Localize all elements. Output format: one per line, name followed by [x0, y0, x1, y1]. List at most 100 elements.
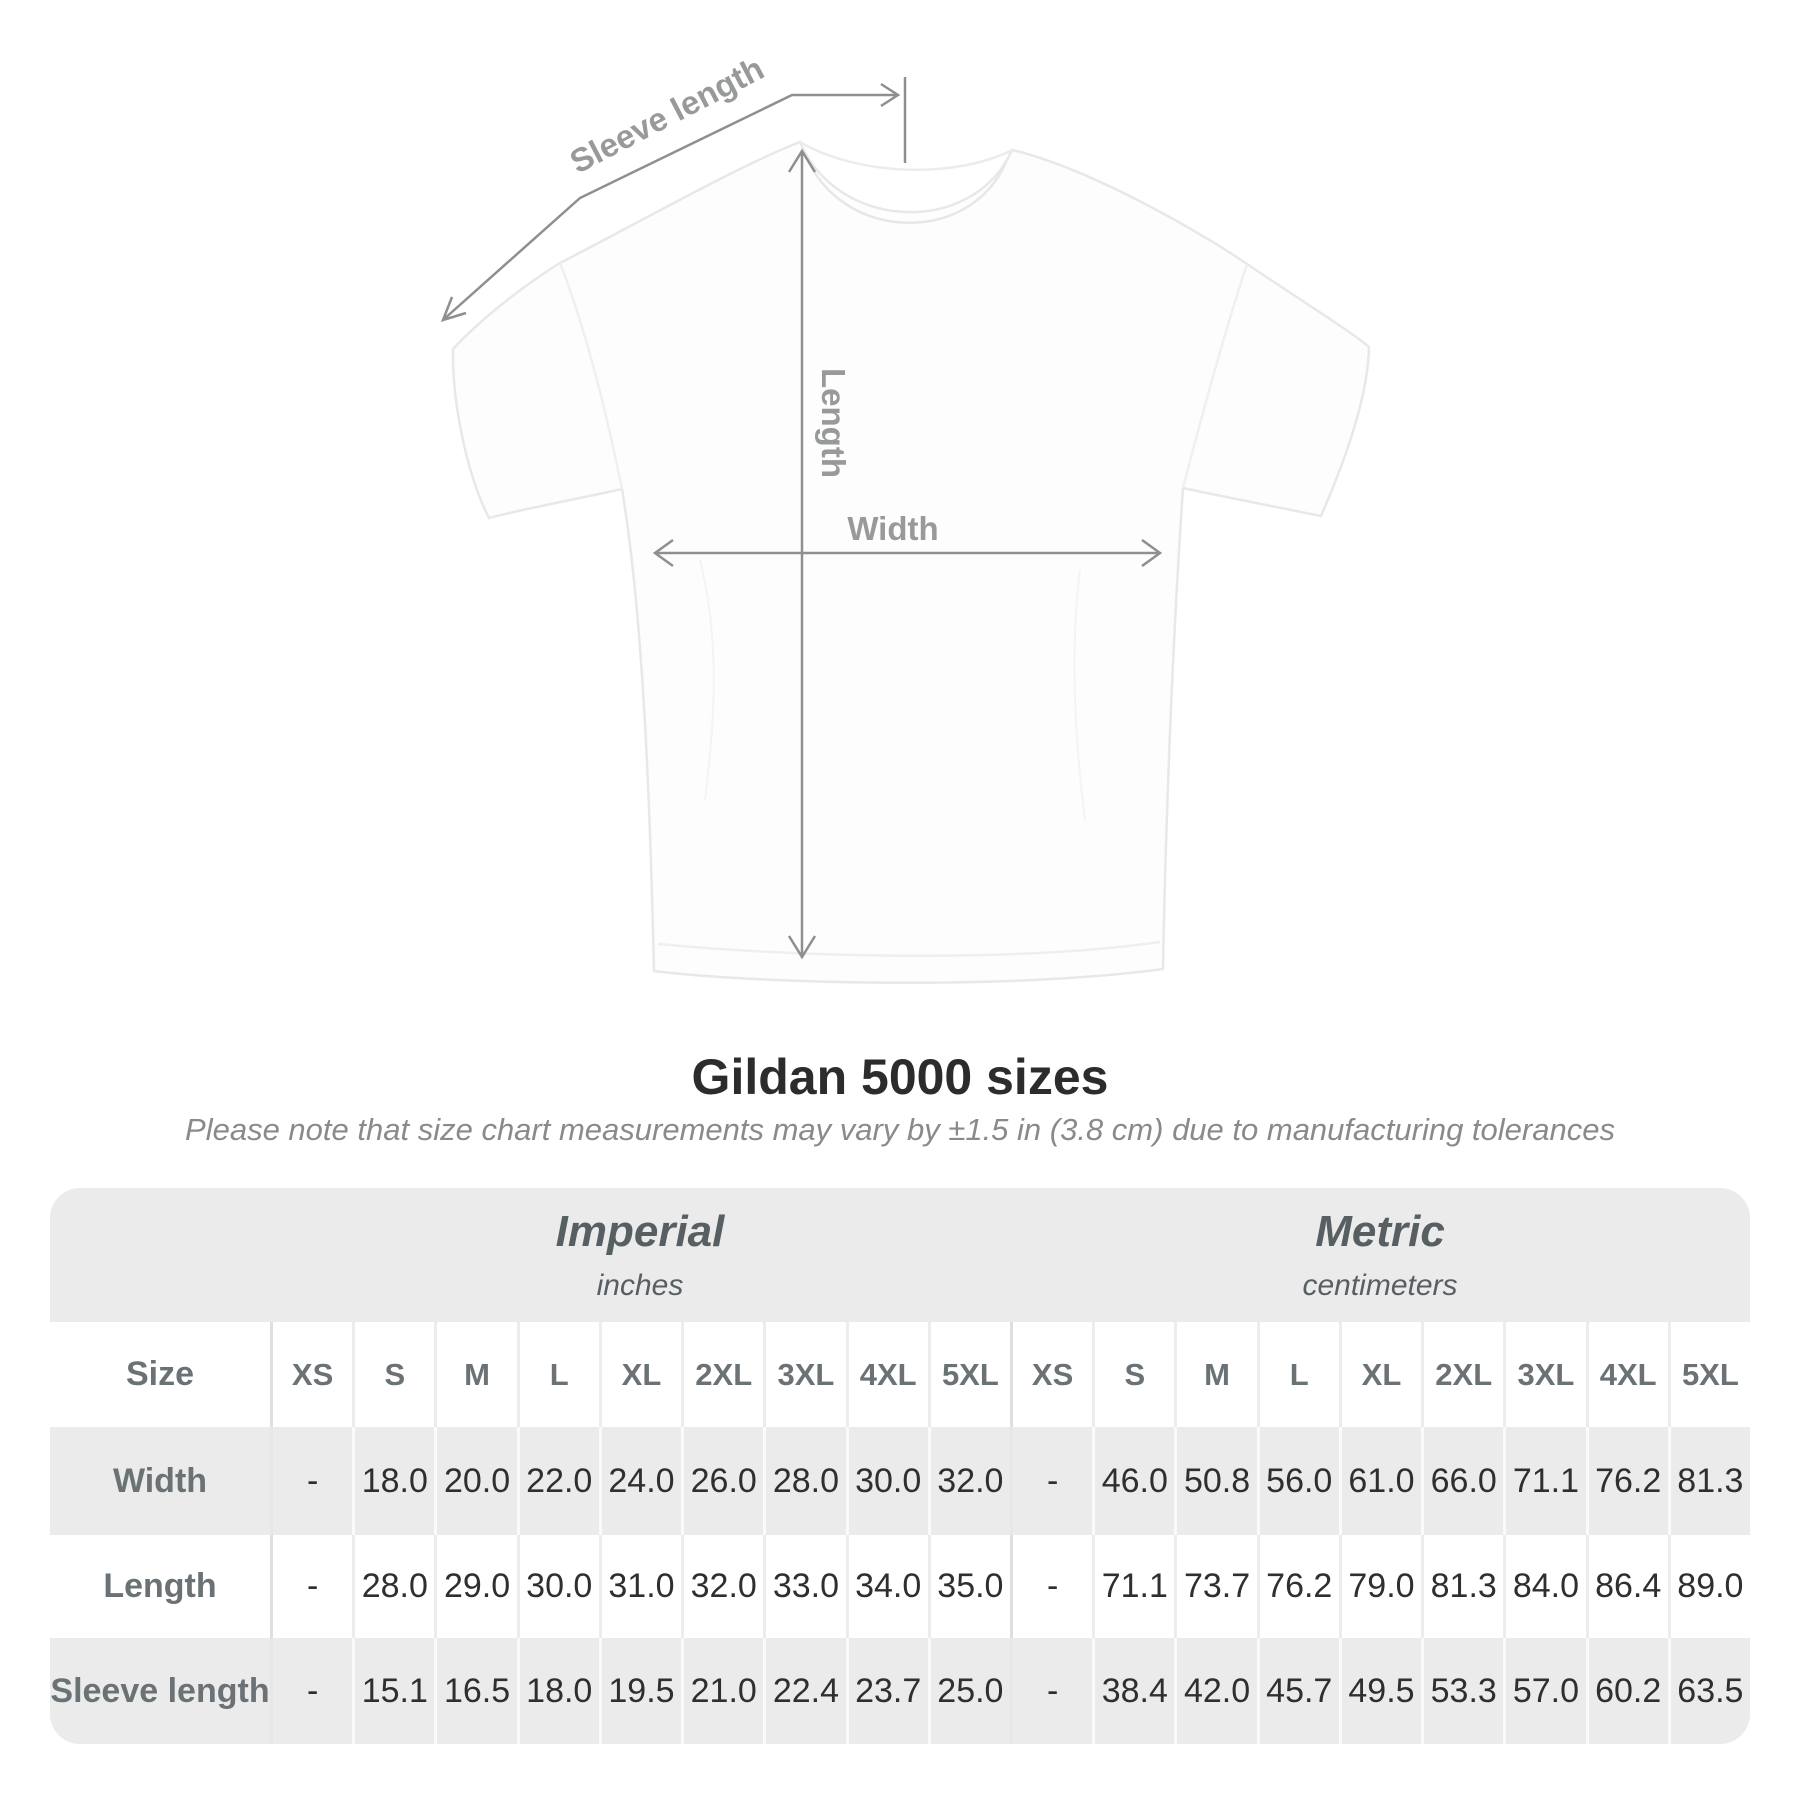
value-cell: 22.0: [516, 1427, 599, 1535]
value-cell: 15.1: [352, 1638, 434, 1744]
value-cell: 81.3: [1421, 1535, 1503, 1638]
value-cell: 45.7: [1256, 1638, 1339, 1744]
value-cell: 63.5: [1667, 1638, 1750, 1744]
collar-back-line: [799, 140, 1013, 172]
value-cell: 35.0: [927, 1535, 1010, 1638]
value-cell: 53.3: [1421, 1638, 1503, 1744]
table-row: Sleeve length -15.1 16.5 18.0 19.5 21.0 22.4 23…: [50, 1638, 1750, 1744]
right-sleeve-seam: [1181, 263, 1249, 489]
value-cell: 18.0: [352, 1427, 434, 1535]
value-cell: 21.0: [681, 1638, 763, 1744]
sleeve-length-arrowhead-icon: [880, 82, 901, 108]
wrinkle-line: [1073, 569, 1086, 821]
size-header-cell: 3XL: [1503, 1322, 1585, 1427]
size-header-cell: L: [1256, 1322, 1339, 1427]
value-cell: 50.8: [1174, 1427, 1256, 1535]
value-cell: 76.2: [1585, 1427, 1668, 1535]
size-header-cell: L: [516, 1322, 599, 1427]
value-cell: -: [270, 1638, 352, 1744]
value-cell: 26.0: [681, 1427, 763, 1535]
value-cell: 32.0: [927, 1427, 1010, 1535]
value-cell: 18.0: [516, 1638, 599, 1744]
value-cell: 28.0: [763, 1427, 845, 1535]
size-table-rows: Size XS S M L XL 2XL 3XL 4XL 5XL XS S M L XL 2XL 3XL 4XL 5…: [50, 1322, 1750, 1744]
size-header-cell: S: [1092, 1322, 1174, 1427]
size-header-cell: 4XL: [1585, 1322, 1668, 1427]
tshirt-measurement-diagram: Sleeve length Length Width: [440, 49, 1371, 985]
value-cell: -: [270, 1427, 352, 1535]
left-sleeve-seam: [558, 262, 624, 490]
tolerance-note: Please note that size chart measurements…: [185, 1112, 1615, 1147]
row-label: Sleeve length: [50, 1671, 270, 1710]
imperial-section-header: Imperial inches: [270, 1188, 1010, 1303]
value-cell: 42.0: [1174, 1638, 1256, 1744]
value-cell: 86.4: [1585, 1535, 1668, 1638]
value-cell: 31.0: [598, 1535, 681, 1638]
value-cell: -: [1009, 1427, 1092, 1535]
value-cell: 73.7: [1174, 1535, 1256, 1638]
row-label: Length: [103, 1567, 217, 1605]
width-label: Width: [847, 510, 938, 547]
value-cell: 57.0: [1503, 1638, 1585, 1744]
value-cell: 32.0: [681, 1535, 763, 1638]
value-cell: 30.0: [845, 1427, 928, 1535]
value-cell: 49.5: [1338, 1638, 1421, 1744]
value-cell: 79.0: [1338, 1535, 1421, 1638]
value-cell: 76.2: [1256, 1535, 1339, 1638]
size-header-cell: 5XL: [927, 1322, 1010, 1427]
size-header-cell: 4XL: [845, 1322, 928, 1427]
size-header-cell: 5XL: [1667, 1322, 1750, 1427]
sleeve-length-label: Sleeve length: [564, 49, 770, 180]
page-title: Gildan 5000 sizes: [691, 1049, 1109, 1105]
value-cell: 19.5: [598, 1638, 681, 1744]
value-cell: 60.2: [1585, 1638, 1668, 1744]
width-arrowhead-left-icon: [652, 538, 674, 568]
value-cell: 24.0: [598, 1427, 681, 1535]
size-header-cell: XS: [1009, 1322, 1092, 1427]
wrinkle-line: [699, 559, 715, 801]
metric-unit-label: centimeters: [1302, 1269, 1458, 1302]
value-cell: 23.7: [845, 1638, 928, 1744]
size-header-cell: S: [352, 1322, 434, 1427]
value-cell: 56.0: [1256, 1427, 1339, 1535]
value-cell: 34.0: [845, 1535, 928, 1638]
length-label: Length: [815, 368, 852, 478]
value-cell: 22.4: [763, 1638, 845, 1744]
length-arrowhead-down-icon: [787, 935, 817, 960]
value-cell: 71.1: [1503, 1427, 1585, 1535]
value-cell: 81.3: [1667, 1427, 1750, 1535]
units-header-band: Imperial inches Metric centimeters: [50, 1188, 1750, 1322]
size-header-cell: 2XL: [681, 1322, 763, 1427]
sleeve-length-arrowhead-icon: [440, 296, 467, 322]
value-cell: 29.0: [434, 1535, 516, 1638]
size-header-cell: XL: [1338, 1322, 1421, 1427]
value-cell: -: [1009, 1638, 1092, 1744]
size-header-cell: XL: [598, 1322, 681, 1427]
value-cell: 30.0: [516, 1535, 599, 1638]
metric-label: Metric: [1315, 1207, 1445, 1256]
size-header-cell: 2XL: [1421, 1322, 1503, 1427]
imperial-label: Imperial: [555, 1207, 725, 1256]
size-table: Imperial inches Metric centimeters Size X…: [50, 1188, 1750, 1744]
size-header-cell: M: [434, 1322, 516, 1427]
value-cell: 16.5: [434, 1638, 516, 1744]
imperial-unit-label: inches: [596, 1269, 684, 1302]
sleeve-length-measure-line: [442, 93, 898, 321]
size-column-header: Size: [125, 1355, 195, 1393]
value-cell: 33.0: [763, 1535, 845, 1638]
value-cell: -: [270, 1535, 352, 1638]
collar-ribbing-line: [804, 155, 1008, 224]
value-cell: 25.0: [927, 1638, 1010, 1744]
size-header-cell: M: [1174, 1322, 1256, 1427]
size-header-cell: XS: [270, 1322, 352, 1427]
table-row: Width -18.0 20.0 22.0 24.0 26.0 28.0 30.0 32.0-4…: [50, 1427, 1750, 1535]
value-cell: -: [1009, 1535, 1092, 1638]
value-cell: 46.0: [1092, 1427, 1174, 1535]
hem-stitch-line: [657, 940, 1161, 958]
length-arrowhead-up-icon: [787, 148, 817, 173]
value-cell: 20.0: [434, 1427, 516, 1535]
metric-section-header: Metric centimeters: [1010, 1188, 1750, 1303]
row-label: Width: [112, 1461, 208, 1500]
tshirt-outline: [451, 140, 1371, 985]
